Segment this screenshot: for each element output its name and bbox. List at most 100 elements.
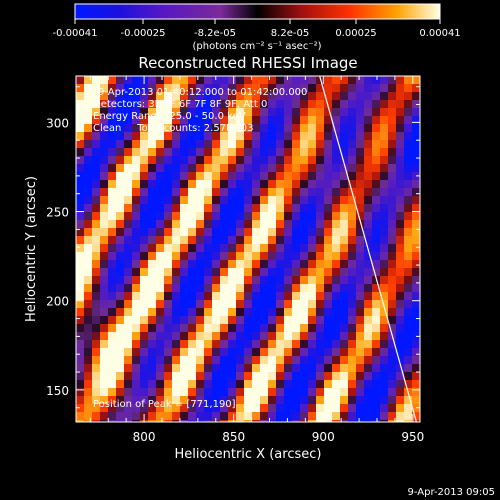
heatmap-cell bbox=[412, 196, 420, 204]
heatmap-cell bbox=[196, 100, 204, 108]
heatmap-cell bbox=[156, 212, 164, 220]
heatmap-cell bbox=[372, 308, 380, 316]
heatmap-cell bbox=[148, 268, 156, 276]
heatmap-cell bbox=[380, 204, 388, 212]
heatmap-cell bbox=[132, 196, 140, 204]
heatmap-cell bbox=[148, 76, 156, 84]
heatmap-cell bbox=[364, 396, 372, 404]
heatmap-cell bbox=[332, 84, 340, 92]
heatmap-cell bbox=[292, 356, 300, 364]
heatmap-cell bbox=[236, 412, 244, 420]
heatmap-cell bbox=[364, 132, 372, 140]
heatmap-cell bbox=[188, 300, 196, 308]
heatmap-cell bbox=[340, 132, 348, 140]
heatmap-cell bbox=[116, 92, 124, 100]
heatmap-cell bbox=[236, 100, 244, 108]
heatmap-cell bbox=[100, 100, 108, 108]
heatmap-cell bbox=[388, 84, 396, 92]
heatmap-cell bbox=[228, 252, 236, 260]
heatmap-cell bbox=[140, 140, 148, 148]
heatmap-cell bbox=[380, 404, 388, 412]
heatmap-cell bbox=[92, 140, 100, 148]
heatmap-cell bbox=[372, 180, 380, 188]
heatmap-cell bbox=[324, 364, 332, 372]
heatmap-cell bbox=[300, 308, 308, 316]
heatmap-cell bbox=[332, 236, 340, 244]
heatmap-cell bbox=[412, 364, 420, 372]
heatmap-cell bbox=[292, 332, 300, 340]
heatmap-cell bbox=[356, 308, 364, 316]
x-tick-label: 950 bbox=[401, 430, 424, 444]
heatmap-cell bbox=[220, 292, 228, 300]
heatmap-cell bbox=[220, 284, 228, 292]
heatmap-cell bbox=[172, 188, 180, 196]
heatmap-cell bbox=[276, 260, 284, 268]
heatmap-cell bbox=[108, 124, 116, 132]
heatmap-cell bbox=[292, 380, 300, 388]
heatmap-cell bbox=[148, 236, 156, 244]
heatmap-cell bbox=[196, 156, 204, 164]
heatmap-cell bbox=[340, 116, 348, 124]
heatmap-cell bbox=[380, 332, 388, 340]
heatmap-cell bbox=[132, 204, 140, 212]
heatmap-cell bbox=[196, 268, 204, 276]
heatmap-cell bbox=[236, 316, 244, 324]
heatmap-cell bbox=[172, 108, 180, 116]
heatmap-cell bbox=[324, 420, 332, 422]
heatmap-cell bbox=[156, 316, 164, 324]
heatmap-cell bbox=[348, 308, 356, 316]
heatmap-cell bbox=[348, 132, 356, 140]
heatmap-cell bbox=[244, 252, 252, 260]
heatmap-cell bbox=[76, 252, 84, 260]
heatmap-cell bbox=[396, 404, 404, 412]
heatmap-cell bbox=[252, 420, 260, 422]
heatmap-cell bbox=[324, 108, 332, 116]
heatmap-cell bbox=[276, 268, 284, 276]
heatmap-cell bbox=[100, 196, 108, 204]
heatmap-cell bbox=[396, 308, 404, 316]
heatmap-cell bbox=[324, 164, 332, 172]
heatmap-cell bbox=[100, 292, 108, 300]
heatmap-cell bbox=[268, 252, 276, 260]
heatmap-cell bbox=[388, 204, 396, 212]
heatmap-cell bbox=[196, 220, 204, 228]
heatmap-cell bbox=[204, 228, 212, 236]
heatmap-cell bbox=[164, 316, 172, 324]
heatmap-cell bbox=[196, 252, 204, 260]
heatmap-cell bbox=[108, 404, 116, 412]
heatmap-cell bbox=[364, 220, 372, 228]
heatmap-cell bbox=[268, 284, 276, 292]
heatmap-cell bbox=[100, 212, 108, 220]
heatmap-cell bbox=[300, 420, 308, 422]
heatmap-cell bbox=[372, 332, 380, 340]
heatmap-cell bbox=[116, 204, 124, 212]
heatmap-cell bbox=[204, 300, 212, 308]
heatmap-cell bbox=[124, 412, 132, 420]
heatmap-cell bbox=[76, 220, 84, 228]
heatmap-cell bbox=[92, 260, 100, 268]
heatmap-cell bbox=[316, 332, 324, 340]
heatmap-cell bbox=[380, 116, 388, 124]
heatmap-cell bbox=[292, 156, 300, 164]
heatmap-cell bbox=[276, 380, 284, 388]
heatmap-cell bbox=[212, 316, 220, 324]
heatmap-cell bbox=[396, 164, 404, 172]
heatmap-cell bbox=[236, 284, 244, 292]
heatmap-cell bbox=[220, 412, 228, 420]
heatmap-cell bbox=[388, 276, 396, 284]
heatmap-cell bbox=[228, 228, 236, 236]
heatmap-cell bbox=[188, 372, 196, 380]
heatmap-cell bbox=[228, 324, 236, 332]
heatmap-cell bbox=[204, 156, 212, 164]
heatmap-cell bbox=[148, 124, 156, 132]
heatmap-cell bbox=[180, 300, 188, 308]
heatmap-cell bbox=[252, 396, 260, 404]
heatmap-cell bbox=[188, 220, 196, 228]
heatmap-cell bbox=[324, 220, 332, 228]
heatmap-cell bbox=[324, 388, 332, 396]
heatmap-cell bbox=[156, 308, 164, 316]
heatmap-cell bbox=[236, 308, 244, 316]
heatmap-cell bbox=[252, 116, 260, 124]
heatmap-cell bbox=[316, 140, 324, 148]
